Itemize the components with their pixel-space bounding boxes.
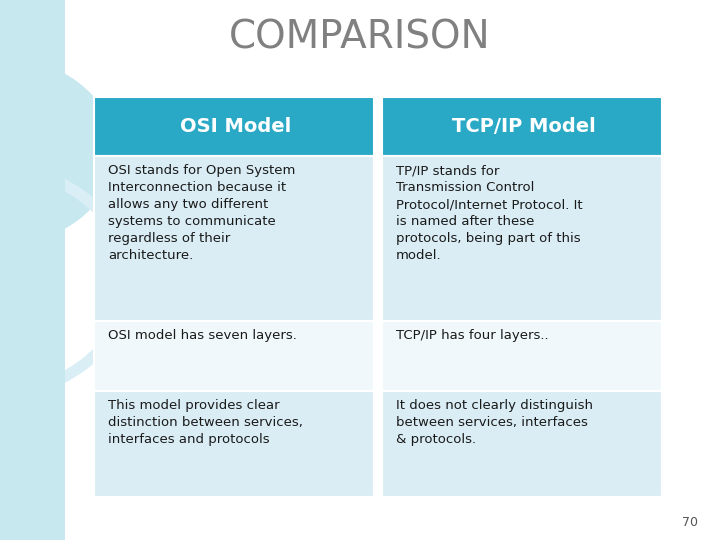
- Text: 70: 70: [683, 516, 698, 529]
- Text: OSI stands for Open System
Interconnection because it
allows any two different
s: OSI stands for Open System Interconnecti…: [108, 164, 295, 262]
- FancyBboxPatch shape: [94, 321, 374, 391]
- FancyBboxPatch shape: [0, 0, 65, 540]
- FancyBboxPatch shape: [382, 97, 662, 156]
- FancyBboxPatch shape: [382, 321, 662, 391]
- Circle shape: [0, 54, 115, 248]
- Text: It does not clearly distinguish
between services, interfaces
& protocols.: It does not clearly distinguish between …: [396, 399, 593, 446]
- Text: TP/IP stands for
Transmission Control
Protocol/Internet Protocol. It
is named af: TP/IP stands for Transmission Control Pr…: [396, 164, 582, 262]
- Text: OSI Model: OSI Model: [180, 117, 292, 136]
- Text: OSI model has seven layers.: OSI model has seven layers.: [108, 329, 297, 342]
- Text: COMPARISON: COMPARISON: [229, 19, 491, 57]
- Text: This model provides clear
distinction between services,
interfaces and protocols: This model provides clear distinction be…: [108, 399, 303, 446]
- FancyBboxPatch shape: [382, 156, 662, 321]
- Text: TCP/IP has four layers..: TCP/IP has four layers..: [396, 329, 549, 342]
- FancyBboxPatch shape: [94, 97, 374, 156]
- FancyBboxPatch shape: [382, 391, 662, 497]
- FancyBboxPatch shape: [94, 156, 374, 321]
- Text: TCP/IP Model: TCP/IP Model: [452, 117, 595, 136]
- FancyBboxPatch shape: [94, 391, 374, 497]
